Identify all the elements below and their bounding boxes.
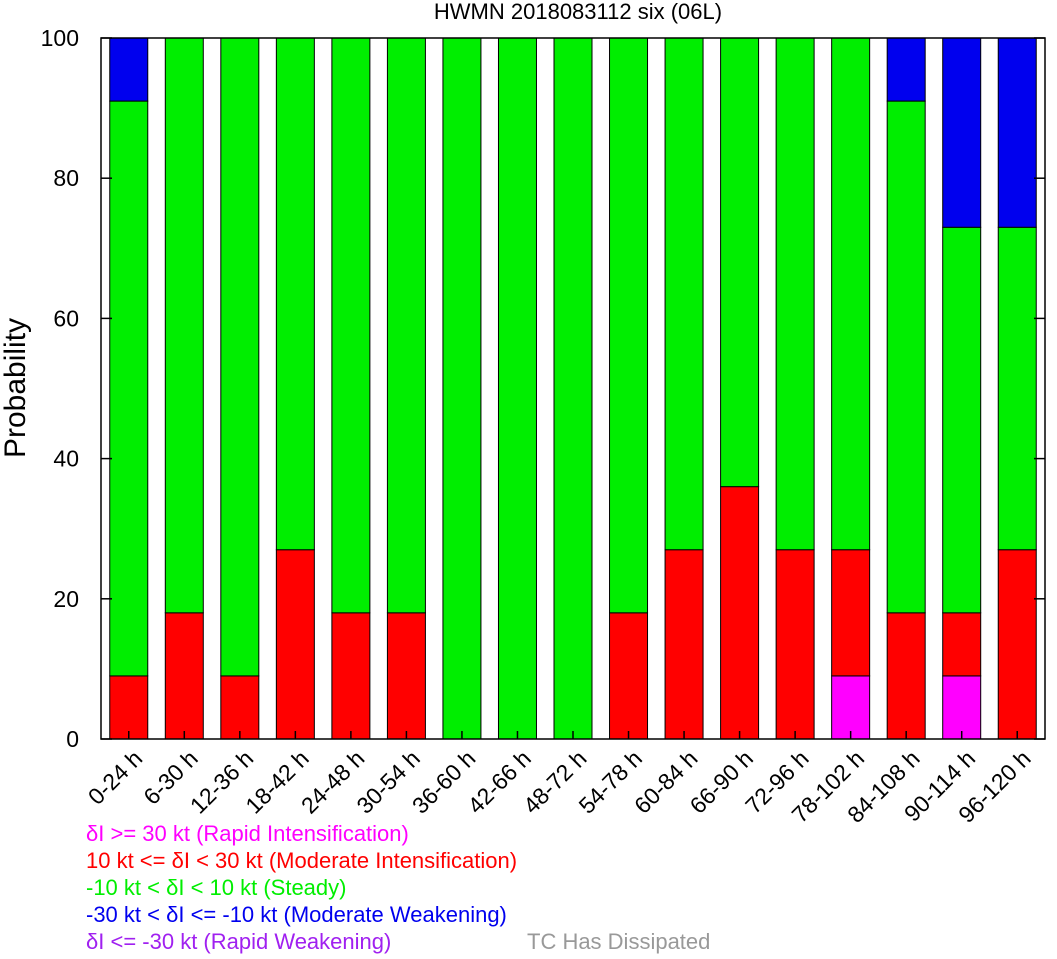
bar-segment-13-series-2 [831,37,871,551]
bar-segment-16-series-1 [997,549,1037,740]
bar-segment-10-series-1 [664,549,704,740]
bar-segment-5-series-1 [386,612,426,740]
bar-segment-2-series-2 [220,37,260,677]
bar-segment-14-series-1 [886,612,926,740]
chart-title: HWMN 2018083112 six (06L) [434,0,722,24]
x-tick-label: 0-24 h [83,745,148,810]
y-tick-label: 80 [53,165,79,191]
y-tick-label: 20 [53,586,79,612]
legend-rapid-intensification: δI >= 30 kt (Rapid Intensification) [86,821,409,846]
bar-segment-5-series-2 [386,37,426,614]
bars-layer [109,37,1037,740]
bar-segment-14-series-3 [886,37,926,102]
bar-segment-13-series-0 [831,675,871,740]
bar-segment-15-series-3 [942,37,982,228]
legend-tc-dissipated: TC Has Dissipated [527,929,711,954]
y-tick-label: 0 [66,726,79,752]
bar-segment-15-series-1 [942,612,982,677]
bar-segment-7-series-2 [497,37,537,740]
legend-moderate-intensification: 10 kt <= δI < 30 kt (Moderate Intensific… [86,848,518,873]
bar-segment-2-series-1 [220,675,260,740]
bar-segment-11-series-1 [720,486,760,740]
y-axis-label: Probability [0,318,32,458]
bar-segment-10-series-2 [664,37,704,551]
y-tick-label: 40 [53,446,79,472]
bar-segment-15-series-2 [942,226,982,614]
bar-segment-3-series-2 [275,37,315,551]
bar-segment-16-series-3 [997,37,1037,228]
legend-moderate-weakening: -30 kt < δI <= -10 kt (Moderate Weakenin… [86,902,507,927]
bar-segment-0-series-1 [109,675,149,740]
bar-segment-16-series-2 [997,226,1037,551]
bar-segment-0-series-3 [109,37,149,102]
bar-segment-12-series-2 [775,37,815,551]
legend-rapid-weakening: δI <= -30 kt (Rapid Weakening) [86,929,392,954]
bar-segment-11-series-2 [720,37,760,488]
bar-segment-1-series-1 [164,612,204,740]
bar-segment-8-series-2 [553,37,593,740]
bar-segment-9-series-2 [609,37,649,614]
bar-segment-4-series-2 [331,37,371,614]
bar-segment-9-series-1 [609,612,649,740]
bar-segment-14-series-2 [886,100,926,614]
bar-segment-6-series-2 [442,37,482,740]
legend-steady: -10 kt < δI < 10 kt (Steady) [86,875,347,900]
bar-segment-1-series-2 [164,37,204,614]
y-tick-label: 60 [53,305,79,331]
bar-segment-15-series-0 [942,675,982,740]
y-tick-label: 100 [41,25,79,51]
bar-segment-4-series-1 [331,612,371,740]
bar-segment-13-series-1 [831,549,871,677]
bar-segment-3-series-1 [275,549,315,740]
bar-segment-12-series-1 [775,549,815,740]
bar-segment-0-series-2 [109,100,149,677]
